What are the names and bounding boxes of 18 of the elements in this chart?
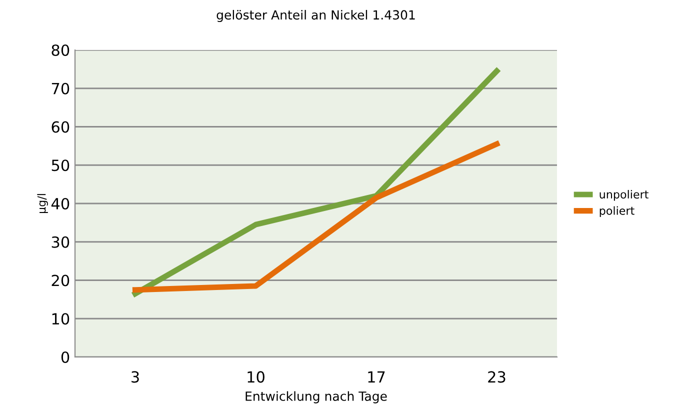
x-tick-label: 17 [368,371,385,382]
legend-label: poliert [600,206,634,218]
x-tick-label: 10 [248,371,264,383]
x-axis-title: Entwicklung nach Tage [246,391,387,404]
y-axis-title: µg/l [37,194,48,214]
y-tick-label: 30 [52,236,70,248]
y-tick-label: 80 [52,44,70,56]
x-tick-label: 3 [132,371,139,383]
y-tick-label: 20 [52,274,70,286]
y-tick-label: 70 [52,82,70,94]
y-tick-label: 10 [52,313,70,325]
y-tick-label: 0 [61,351,70,364]
x-tick-label: 23 [488,371,506,383]
y-tick-label: 40 [51,198,70,210]
legend-label: unpoliert [600,190,648,201]
y-tick-label: 60 [52,121,70,133]
chart-title: gelöster Anteil an Nickel 1.4301 [216,10,415,22]
y-tick-label: 50 [52,160,70,172]
